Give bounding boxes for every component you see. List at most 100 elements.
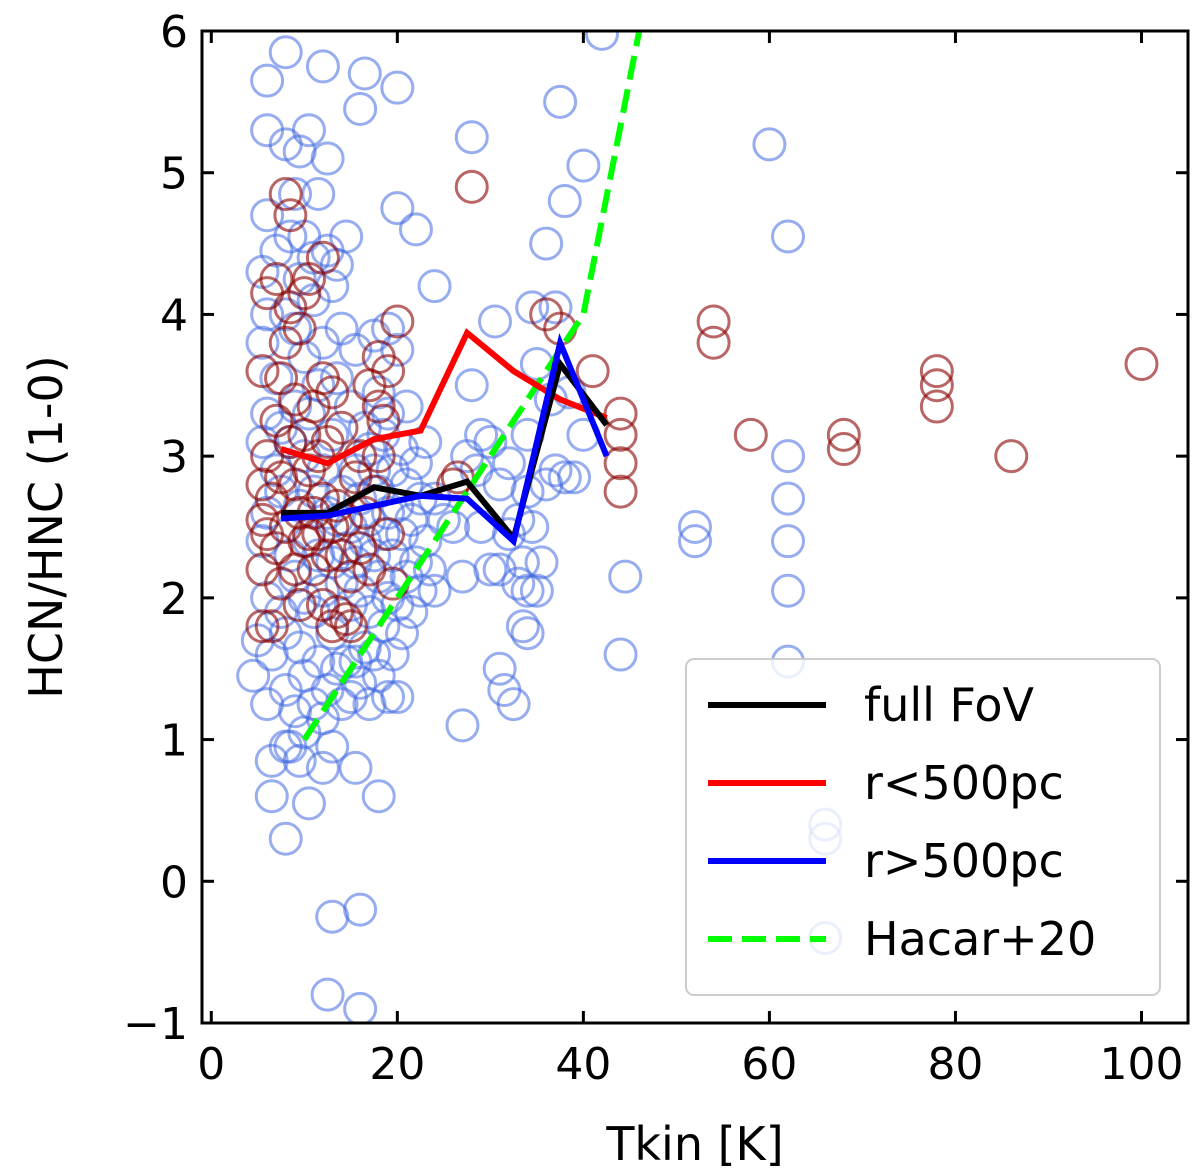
scatter-point-outer xyxy=(608,559,643,594)
scatter-point-outer xyxy=(445,708,480,743)
scatter-point-inner xyxy=(278,382,313,417)
scatter-point-outer xyxy=(394,595,429,630)
scatter-point-outer xyxy=(398,212,433,247)
series-lines xyxy=(280,31,643,742)
scatter-point-outer xyxy=(491,446,526,481)
scatter-point-inner xyxy=(454,169,489,204)
scatter-point-outer xyxy=(603,637,638,672)
scatter-point-outer xyxy=(375,637,410,672)
scatter-point-outer xyxy=(315,899,350,934)
scatter-point-inner xyxy=(826,417,861,452)
scatter-point-outer xyxy=(478,304,513,339)
scatter-point-outer xyxy=(752,127,787,162)
scatter-point-outer xyxy=(524,545,559,580)
scatter-point-inner xyxy=(826,432,861,467)
scatter-point-outer xyxy=(291,113,326,148)
y-tick-label: −1 xyxy=(123,999,188,1050)
scatter-point-outer xyxy=(305,453,340,488)
series-line-r-500pc xyxy=(280,332,610,547)
scatter-point-outer xyxy=(510,616,545,651)
scatter-point-outer xyxy=(361,658,396,693)
series-line-hacar-20 xyxy=(301,31,643,742)
scatter-point-inner xyxy=(245,502,280,537)
scatter-point-inner xyxy=(361,389,396,424)
scatter-point-outer xyxy=(278,176,313,211)
scatter-point-outer xyxy=(305,750,340,785)
scatter-point-outer xyxy=(361,779,396,814)
scatter-point-outer xyxy=(445,559,480,594)
scatter-point-outer xyxy=(361,375,396,410)
scatter-point-inner xyxy=(287,276,322,311)
y-axis-label: HCN/HNC (1-0) xyxy=(19,355,73,698)
scatter-point-outer xyxy=(371,396,406,431)
y-tick-label: 5 xyxy=(160,149,188,200)
x-tick-label: 60 xyxy=(741,1039,797,1090)
scatter-point-inner xyxy=(696,304,731,339)
scatter-point-outer xyxy=(384,616,419,651)
scatter-point-outer xyxy=(543,84,578,119)
plot-frame xyxy=(200,29,1190,1025)
scatter-point-inner xyxy=(733,417,768,452)
scatter-point-outer xyxy=(547,184,582,219)
scatter-point-outer xyxy=(417,269,452,304)
scatter-point-outer xyxy=(389,389,424,424)
x-tick-label: 80 xyxy=(927,1039,983,1090)
scatter-point-outer xyxy=(771,481,806,516)
scatter-point-outer xyxy=(557,460,592,495)
scatter-point-inner xyxy=(315,375,350,410)
scatter-point-inner xyxy=(245,354,280,389)
scatter-point-outer xyxy=(310,977,345,1012)
scatter-point-outer xyxy=(291,786,326,821)
scatter-point-outer xyxy=(454,120,489,155)
y-tick-label: 4 xyxy=(160,290,188,341)
y-tick-label: 6 xyxy=(160,7,188,58)
scatter-point-inner xyxy=(343,531,378,566)
scatter-point-outer xyxy=(412,552,447,587)
scatter-point-outer xyxy=(380,191,415,226)
scatter-point-outer xyxy=(301,176,336,211)
scatter-point-inner xyxy=(380,304,415,339)
scatter-point-outer xyxy=(324,566,359,601)
scatter-point-outer xyxy=(505,545,540,580)
scatter-point-outer xyxy=(250,63,285,98)
scatter-point-inner xyxy=(329,602,364,637)
scatter-point-outer xyxy=(426,502,461,537)
scatter-point-outer xyxy=(268,821,303,856)
scatter-point-outer xyxy=(538,290,573,325)
scatter-point-outer xyxy=(343,892,378,927)
x-axis-label: Tkin [K] xyxy=(605,1117,783,1171)
scatter-point-outer xyxy=(678,524,712,559)
scatter-point-inner xyxy=(254,609,289,644)
scatter-point-inner xyxy=(333,609,368,644)
scatter-point-outer xyxy=(287,219,322,254)
scatter-point-outer xyxy=(464,417,499,452)
y-tick-label: 1 xyxy=(160,716,188,767)
scatter-point-outer xyxy=(482,651,517,686)
scatter-point-outer xyxy=(519,573,554,608)
scatter-point-outer xyxy=(505,609,540,644)
scatter-point-outer xyxy=(510,573,545,608)
legend-label: Hacar+20 xyxy=(864,912,1096,966)
scatter-point-inner xyxy=(273,198,308,233)
scatter-point-outer xyxy=(278,694,313,729)
scatter-point-inner xyxy=(575,354,610,389)
legend-label: full FoV xyxy=(864,678,1034,732)
scatter-point-outer xyxy=(678,510,712,544)
scatter-point-outer xyxy=(380,70,415,105)
x-tick-label: 40 xyxy=(555,1039,611,1090)
scatter-point-outer xyxy=(380,680,415,715)
scatter-point-inner xyxy=(268,176,303,211)
scatter-point-outer xyxy=(473,552,508,587)
scatter-point-inner xyxy=(324,538,359,573)
scatter-point-outer xyxy=(380,332,415,367)
y-tick-label: 2 xyxy=(160,574,188,625)
scatter-point-outer xyxy=(584,31,619,51)
scatter-point-inner xyxy=(371,517,406,552)
scatter-point-outer xyxy=(482,467,517,502)
scatter-point-inner xyxy=(324,410,359,445)
scatter-point-outer xyxy=(343,91,378,126)
scatter-point-outer xyxy=(315,729,350,764)
scatter-point-outer xyxy=(305,49,340,84)
